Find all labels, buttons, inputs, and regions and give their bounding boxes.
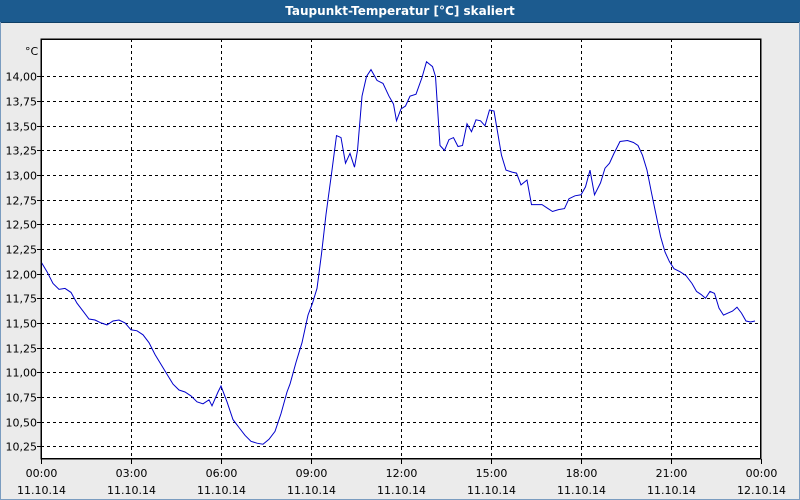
y-axis-ticks: 14,00 13,75 13,50 13,25 13,00 12,75 12,50 12,25…: [6, 71, 41, 454]
x-tick-time: 12:00: [386, 467, 418, 480]
gridlines: [41, 39, 761, 459]
x-tick-time: 09:00: [296, 467, 328, 480]
x-axis-ticks: 00:00 11.10.14 03:00 11.10.14 06:00 11.10.14 0…: [17, 459, 786, 497]
x-tick-date: 12.10.14: [737, 484, 786, 497]
y-tick-label: 11,00: [6, 367, 38, 380]
y-tick-label: 13,50: [6, 121, 38, 134]
x-tick-date: 11.10.14: [557, 484, 606, 497]
x-tick-date: 11.10.14: [107, 484, 156, 497]
y-tick-label: 10,50: [6, 417, 38, 430]
y-tick-label: 12,75: [6, 195, 38, 208]
y-tick-label: 13,25: [6, 145, 38, 158]
x-tick-date: 11.10.14: [197, 484, 246, 497]
y-tick-label: 11,50: [6, 318, 38, 331]
x-tick-time: 00:00: [26, 467, 58, 480]
y-axis-unit-label: °C: [25, 45, 39, 58]
chart-frame: °C 14,00 13,75 13,50 13,25 13,00 12,75 12,50 12…: [0, 22, 800, 500]
y-tick-label: 10,75: [6, 392, 38, 405]
y-tick-label: 13,75: [6, 96, 38, 109]
y-tick-label: 11,25: [6, 343, 38, 356]
y-tick-label: 14,00: [6, 71, 38, 84]
y-tick-label: 10,25: [6, 441, 38, 454]
x-tick-time: 03:00: [116, 467, 148, 480]
y-tick-label: 12,50: [6, 219, 38, 232]
series-group: [40, 60, 756, 445]
window-title: Taupunkt-Temperatur [°C] skaliert: [0, 0, 800, 23]
y-tick-label: 12,25: [6, 244, 38, 257]
x-tick-time: 15:00: [476, 467, 508, 480]
x-tick-time: 21:00: [656, 467, 688, 480]
x-tick-time: 18:00: [566, 467, 598, 480]
plot-border: [41, 39, 761, 459]
x-tick-time: 06:00: [206, 467, 238, 480]
x-tick-date: 11.10.14: [17, 484, 66, 497]
series-line: [40, 60, 756, 445]
x-tick-date: 11.10.14: [467, 484, 516, 497]
x-tick-date: 11.10.14: [647, 484, 696, 497]
x-tick-date: 11.10.14: [377, 484, 426, 497]
x-tick-date: 11.10.14: [287, 484, 336, 497]
y-tick-label: 11,75: [6, 293, 38, 306]
y-tick-label: 13,00: [6, 170, 38, 183]
x-tick-time: 00:00: [746, 467, 778, 480]
y-tick-label: 12,00: [6, 269, 38, 282]
chart: °C 14,00 13,75 13,50 13,25 13,00 12,75 12,50 12…: [6, 38, 786, 497]
